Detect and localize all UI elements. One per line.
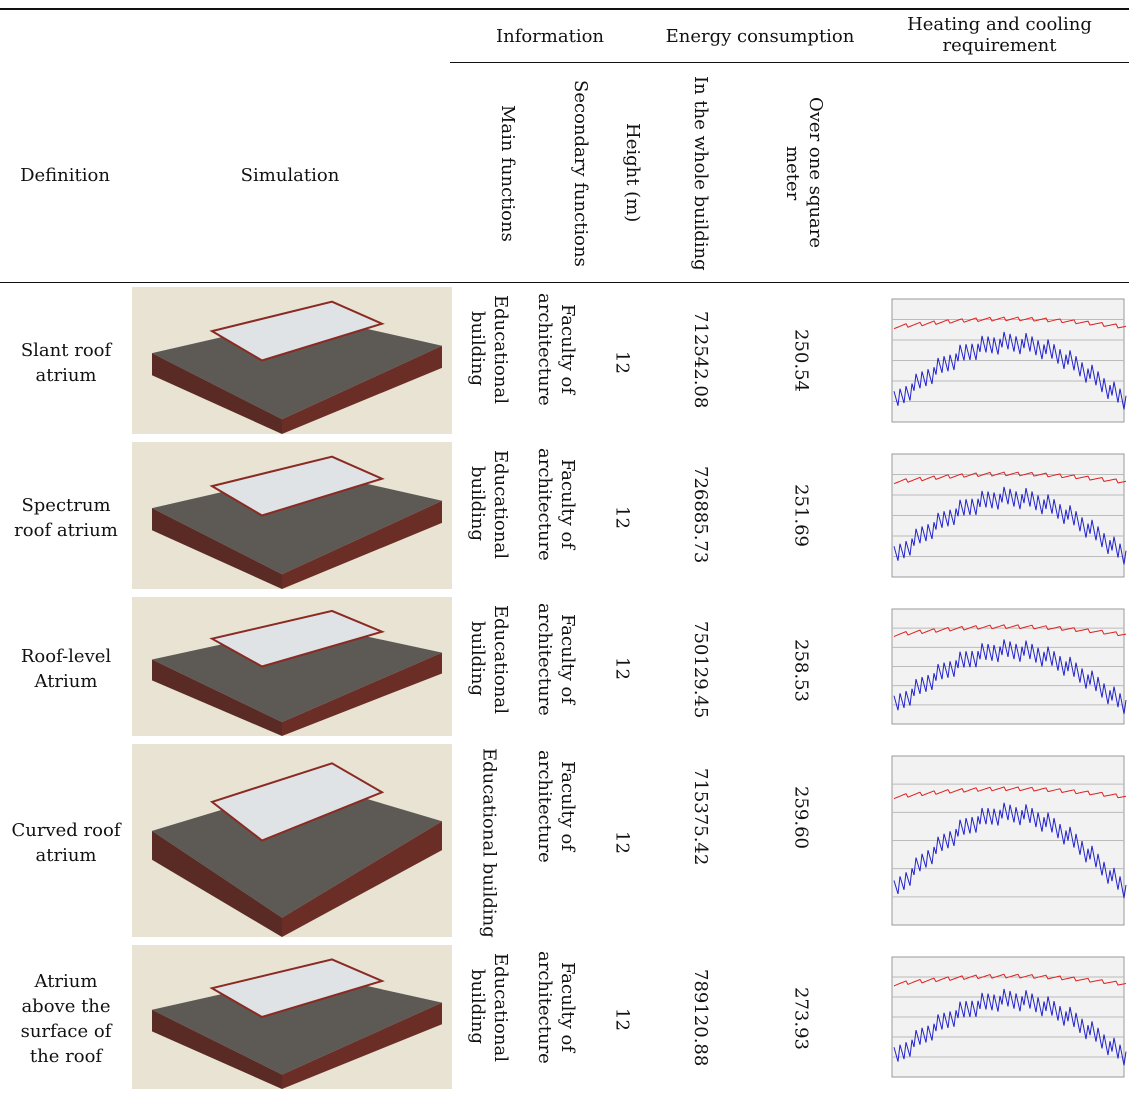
- main-function: Educational building: [462, 744, 516, 941]
- column-header: In the whole building: [660, 68, 712, 278]
- column-header: Secondary functions: [540, 68, 592, 278]
- simulation-image: [132, 597, 452, 736]
- heating-cooling-image: [878, 287, 1128, 436]
- simulation-image: [132, 287, 452, 434]
- group-header: Heating and cooling requirement: [870, 10, 1129, 60]
- per-square-meter: 251.69: [775, 445, 827, 585]
- row-definition: Spectrum roof atrium: [8, 440, 124, 595]
- group-rule: [450, 62, 1129, 63]
- per-square-meter: 258.53: [775, 600, 827, 740]
- simulation-image: [132, 442, 452, 589]
- row-definition: Slant roof atrium: [8, 285, 124, 440]
- secondary-function: Faculty of architecture: [528, 445, 584, 563]
- row-definition: Roof-level Atrium: [8, 595, 124, 742]
- per-square-meter: 259.60: [775, 747, 827, 887]
- simulation-image: [132, 744, 452, 937]
- per-square-meter: 250.54: [775, 290, 827, 430]
- column-header: Over one square meter: [775, 68, 827, 278]
- simulation-image: [132, 945, 452, 1089]
- secondary-function: Faculty of architecture: [528, 600, 584, 718]
- column-header: Height (m): [600, 68, 644, 278]
- header-rule: [0, 282, 1129, 283]
- main-function: Educational building: [462, 948, 516, 1066]
- heating-cooling-image: [878, 945, 1128, 1091]
- height: 12: [600, 285, 644, 440]
- secondary-function: Faculty of architecture: [528, 948, 584, 1066]
- column-header: Definition: [0, 70, 130, 280]
- heating-cooling-image: [878, 597, 1128, 738]
- whole-building: 715375.42: [660, 747, 712, 887]
- heating-cooling-image: [878, 442, 1128, 591]
- whole-building: 712542.08: [660, 290, 712, 430]
- height: 12: [600, 595, 644, 742]
- per-square-meter: 273.93: [775, 948, 827, 1088]
- column-header: Simulation: [130, 70, 450, 280]
- column-header: Main functions: [475, 68, 519, 278]
- main-function: Educational building: [462, 600, 516, 718]
- group-header: Energy consumption: [650, 14, 870, 58]
- main-function: Educational building: [462, 445, 516, 563]
- table-page: InformationEnergy consumptionHeating and…: [0, 0, 1129, 1098]
- secondary-function: Faculty of architecture: [528, 290, 584, 408]
- secondary-function: Faculty of architecture: [528, 747, 584, 865]
- row-definition: Curved roof atrium: [8, 742, 124, 943]
- height: 12: [600, 440, 644, 595]
- height: 12: [600, 742, 644, 943]
- main-function: Educational building: [462, 290, 516, 408]
- whole-building: 789120.88: [660, 948, 712, 1088]
- whole-building: 726885.73: [660, 445, 712, 585]
- heating-cooling-image: [878, 744, 1128, 939]
- row-definition: Atrium above the surface of the roof: [8, 943, 124, 1095]
- height: 12: [600, 943, 644, 1095]
- group-header: Information: [450, 14, 650, 58]
- whole-building: 750129.45: [660, 600, 712, 740]
